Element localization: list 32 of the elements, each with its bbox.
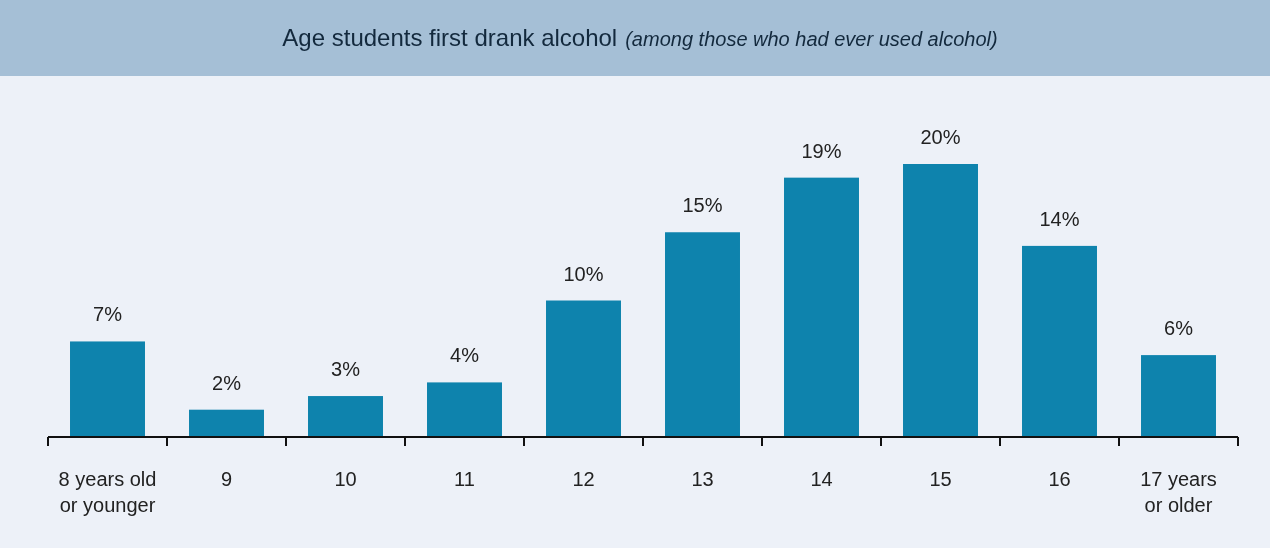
data-label: 19%	[801, 139, 842, 162]
bar	[665, 232, 740, 437]
bar	[427, 382, 502, 437]
data-label: 10%	[563, 262, 604, 285]
x-tick-label: 16	[1048, 468, 1071, 490]
bar	[903, 164, 978, 437]
data-label: 15%	[682, 194, 723, 217]
x-tick-label: 8 years old or younger	[58, 468, 157, 516]
chart-title: Age students first drank alcohol	[282, 24, 618, 51]
bar	[1022, 245, 1097, 437]
data-label: 3%	[331, 358, 361, 381]
data-label: 20%	[920, 126, 961, 148]
bar	[1141, 355, 1216, 437]
x-tick-label: 17 years or older	[1140, 468, 1217, 516]
data-label: 7%	[93, 303, 123, 326]
x-tick-label: 10	[334, 468, 357, 490]
x-tick-label: 13	[691, 468, 714, 490]
x-tick-label: 15	[929, 468, 952, 490]
x-tick-label: 11	[454, 468, 475, 490]
bar	[546, 300, 621, 437]
data-label: 4%	[450, 344, 480, 367]
data-label: 14%	[1039, 207, 1080, 230]
x-tick-label: 9	[220, 468, 233, 490]
x-tick-label: 14	[810, 468, 833, 490]
bar	[189, 409, 264, 437]
bar	[784, 177, 859, 437]
x-tick-label: 12	[572, 468, 595, 490]
chart-subtitle: (among those who had ever used alcohol)	[625, 28, 998, 50]
data-label: 2%	[212, 371, 242, 394]
bar	[70, 341, 145, 437]
data-label: 6%	[1164, 317, 1194, 340]
bar	[308, 396, 383, 437]
